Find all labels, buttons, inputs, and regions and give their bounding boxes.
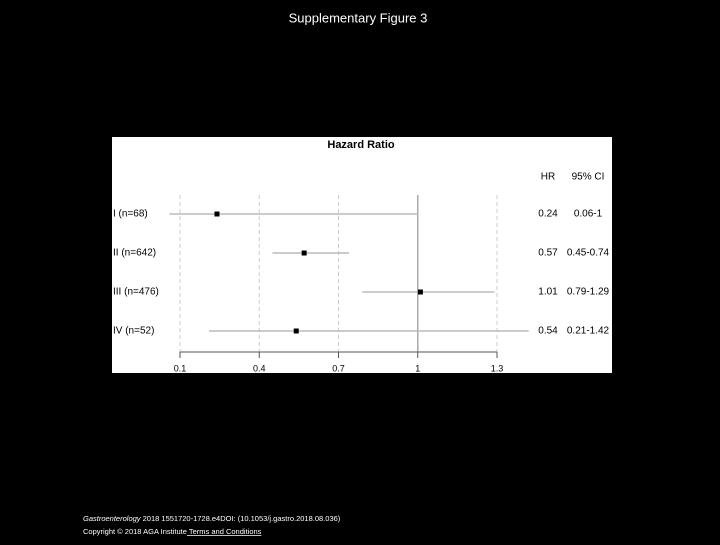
x-tick-label: 0.1 — [174, 363, 187, 373]
ci-value: 0.79-1.29 — [567, 287, 610, 298]
hr-value: 0.57 — [538, 248, 558, 259]
citation-journal: Gastroenterology — [83, 514, 142, 523]
copyright: Copyright © 2018 AGA Institute — [83, 527, 187, 536]
hr-point — [214, 211, 220, 217]
row-label: IV (n=52) — [113, 326, 154, 337]
copyright-line: Copyright © 2018 AGA Institute Terms and… — [83, 527, 262, 536]
hr-point — [417, 289, 423, 295]
slide-title: Supplementary Figure 3 — [289, 10, 428, 25]
row-label: III (n=476) — [113, 287, 159, 298]
x-tick-label: 0.7 — [332, 363, 345, 373]
citation-text: 2018 1551720-1728.e4DOI: (10.1053/j.gast… — [141, 514, 341, 523]
hr-value: 0.54 — [538, 326, 558, 337]
terms-link[interactable]: Terms and Conditions — [187, 527, 262, 536]
chart-panel — [112, 137, 612, 373]
hr-value: 0.24 — [538, 209, 558, 220]
hr-value: 1.01 — [538, 287, 558, 298]
x-tick-label: 1 — [415, 363, 420, 373]
ci-value: 0.45-0.74 — [567, 248, 610, 259]
hr-point — [301, 250, 307, 256]
hr-point — [293, 328, 299, 334]
chart-title: Hazard Ratio — [327, 139, 395, 151]
citation: Gastroenterology 2018 1551720-1728.e4DOI… — [83, 514, 341, 523]
row-label: II (n=642) — [113, 248, 156, 259]
x-tick-label: 0.4 — [253, 363, 266, 373]
ci-value: 0.06-1 — [574, 209, 603, 220]
ci-value: 0.21-1.42 — [567, 326, 610, 337]
row-label: I (n=68) — [113, 209, 148, 220]
hr-header: HR — [541, 172, 555, 183]
x-tick-label: 1.3 — [491, 363, 504, 373]
ci-header: 95% CI — [572, 172, 605, 183]
